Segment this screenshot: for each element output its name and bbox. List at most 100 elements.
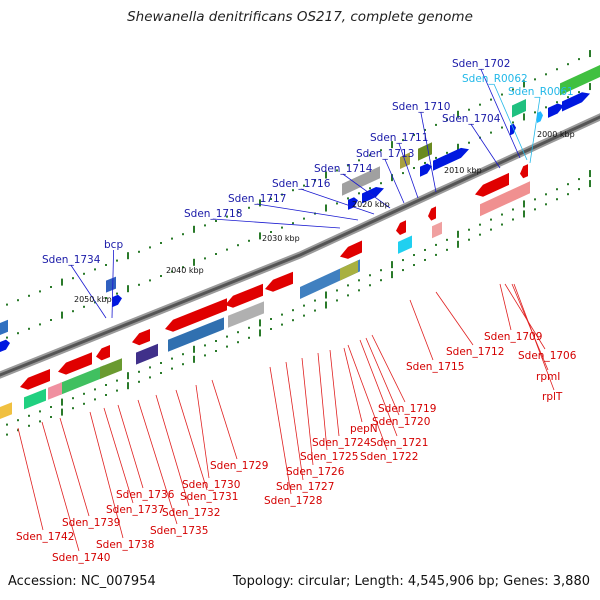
scale-dot xyxy=(127,285,129,293)
scale-dot xyxy=(435,123,437,126)
leader-line xyxy=(493,83,528,161)
scale-dot xyxy=(6,433,8,436)
scale-dot xyxy=(369,284,371,287)
lower-label: Sden_1742 xyxy=(16,531,74,543)
scale-dot xyxy=(314,309,316,312)
leader-line xyxy=(17,427,44,531)
scale-dot xyxy=(127,382,129,390)
scale-dot xyxy=(138,380,140,383)
scale-dot xyxy=(281,193,283,196)
scale-dot xyxy=(28,294,30,297)
scale-dot xyxy=(61,278,63,286)
scale-dot xyxy=(336,299,338,302)
scale-dot xyxy=(303,304,305,307)
gene-feature xyxy=(58,352,92,375)
scale-dot xyxy=(182,266,184,269)
scale-dot xyxy=(138,370,140,373)
scale-dot xyxy=(17,419,19,422)
scale-dot xyxy=(248,326,250,329)
scale-dot xyxy=(358,289,360,292)
scale-dot xyxy=(413,134,415,137)
scale-dot xyxy=(28,424,30,427)
leader-line xyxy=(329,349,340,437)
scale-dot xyxy=(17,429,19,432)
scale-dot xyxy=(39,420,41,423)
scale-dot xyxy=(6,336,8,339)
gene-feature xyxy=(562,92,590,112)
scale-dot xyxy=(160,362,162,364)
scale-dot xyxy=(193,355,195,363)
scale-dot xyxy=(435,253,437,256)
leader-line xyxy=(347,344,388,451)
scale-label: 2010 kbp xyxy=(444,166,482,175)
scale-label: 2050 kbp xyxy=(74,295,112,304)
scale-dot xyxy=(556,188,558,191)
scale-dot xyxy=(534,111,536,114)
upper-label: Sden_1718 xyxy=(184,208,242,220)
accession-text: Accession: NC_007954 xyxy=(8,574,156,589)
leader-line xyxy=(70,264,107,319)
lower-label: Sden_1721 xyxy=(370,437,428,449)
scale-dot xyxy=(402,139,404,142)
leader-line xyxy=(175,389,208,491)
lower-label: Sden_1739 xyxy=(62,517,120,529)
gene-feature xyxy=(348,197,358,210)
leader-line xyxy=(365,337,400,416)
lower-label: Sden_1725 xyxy=(300,451,358,463)
scale-dot xyxy=(413,264,415,267)
gene-feature xyxy=(398,235,412,254)
scale-dot xyxy=(303,184,305,187)
scale-dot xyxy=(578,58,580,61)
scale-dot xyxy=(259,329,261,337)
scale-dot xyxy=(61,311,63,319)
scale-dot xyxy=(380,182,382,185)
leader-line xyxy=(398,142,419,199)
gene-feature xyxy=(0,319,8,335)
scale-dot xyxy=(237,331,239,334)
leader-line xyxy=(513,283,555,391)
lower-label: Sden_1726 xyxy=(286,466,345,478)
scale-dot xyxy=(281,226,283,229)
scale-dot xyxy=(182,353,184,356)
scale-dot xyxy=(61,408,63,416)
scale-dot xyxy=(391,141,393,149)
leader-line xyxy=(195,384,210,479)
topology-summary: Topology: circular; Length: 4,545,906 bp… xyxy=(232,574,590,589)
scale-dot xyxy=(94,301,96,304)
upper-label: bcp xyxy=(104,239,123,251)
scale-dot xyxy=(171,270,173,273)
scale-dot xyxy=(270,198,272,200)
gene-feature xyxy=(20,369,50,390)
scale-dot xyxy=(116,259,118,262)
scale-dot xyxy=(204,257,206,260)
lower-label: Sden_1719 xyxy=(378,403,436,415)
scale-dot xyxy=(380,279,382,282)
scale-dot xyxy=(50,286,52,288)
scale-dot xyxy=(589,50,591,58)
gene-feature xyxy=(100,358,122,379)
lower-label: Sden_1737 xyxy=(106,504,164,516)
leader-line xyxy=(420,111,437,193)
scale-dot xyxy=(204,224,206,227)
upper-label: Sden_1702 xyxy=(452,58,510,70)
gene-feature xyxy=(0,339,10,352)
leader-line xyxy=(117,404,144,489)
scale-dot xyxy=(391,271,393,279)
scale-dot xyxy=(50,416,52,418)
scale-dot xyxy=(435,243,437,246)
scale-dot xyxy=(237,341,239,344)
leader-line xyxy=(301,357,314,466)
leader-line xyxy=(343,347,363,423)
scale-dot xyxy=(589,170,591,178)
scale-dot xyxy=(171,237,173,240)
gene-feature xyxy=(96,345,110,361)
scale-dot xyxy=(325,171,327,179)
scale-dot xyxy=(281,313,283,316)
gene-feature xyxy=(537,111,543,123)
leader-line xyxy=(529,96,541,164)
leader-line xyxy=(256,203,359,221)
scale-dot xyxy=(171,367,173,370)
scale-dot xyxy=(303,314,305,317)
scale-dot xyxy=(182,363,184,366)
lower-label: Sden_1728 xyxy=(264,495,322,507)
